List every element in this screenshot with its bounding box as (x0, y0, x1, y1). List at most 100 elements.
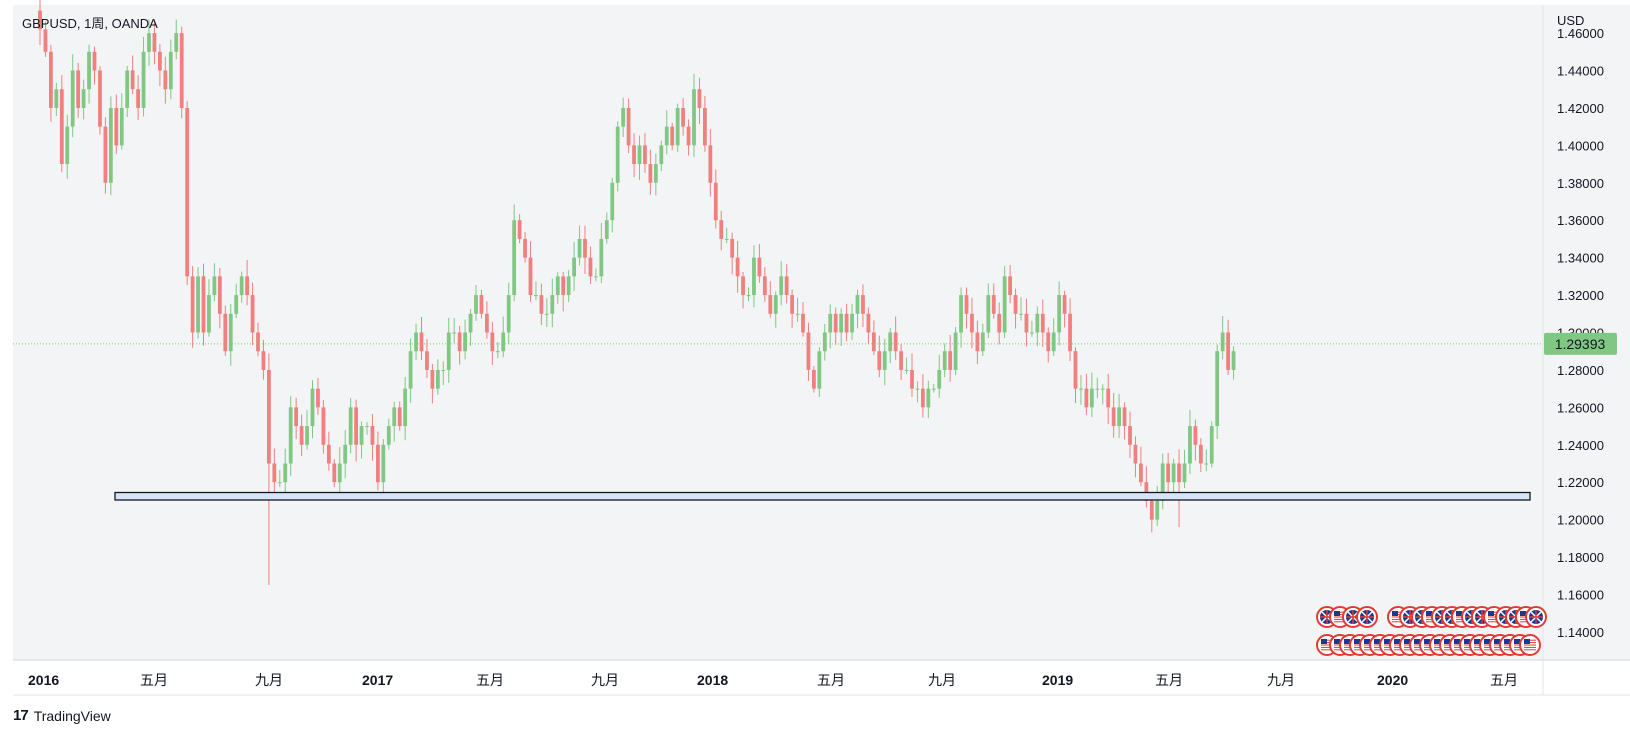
candle-body (337, 463, 342, 483)
candle-body (381, 444, 386, 483)
candle-body (937, 369, 942, 389)
candle-body (136, 89, 140, 108)
us-flag-icon[interactable] (1519, 634, 1541, 656)
candle-body (741, 276, 745, 296)
candle-body (1209, 426, 1214, 464)
candle-body (643, 145, 647, 165)
candles-group (38, 0, 1236, 586)
candle-body (795, 313, 800, 315)
candle-body (653, 164, 658, 183)
candle-body (697, 89, 702, 108)
event-markers[interactable] (1316, 606, 1547, 656)
candle-body (163, 70, 168, 90)
price-tick-label: 1.32000 (1557, 288, 1604, 303)
price-tick-label: 1.26000 (1557, 400, 1604, 415)
candle-body (801, 313, 805, 333)
candle-body (713, 182, 718, 221)
candle-body (991, 295, 996, 314)
uk-flag-icon[interactable] (1356, 606, 1378, 628)
candle-body (1166, 463, 1171, 483)
candle-body (365, 426, 369, 428)
candle-body (234, 295, 239, 314)
candle-body (1149, 500, 1154, 520)
price-tick-label: 1.16000 (1557, 588, 1604, 603)
candle-body (305, 426, 309, 445)
candle-body (256, 332, 260, 352)
last-price-badge-background (1544, 332, 1617, 355)
candle-body (942, 351, 947, 370)
candle-body (152, 33, 157, 52)
candle-body (959, 295, 963, 333)
price-axis-background (1543, 5, 1630, 660)
candle-body (495, 351, 500, 353)
candle-body (81, 89, 86, 108)
price-tick-label: 1.38000 (1557, 176, 1604, 191)
candle-body (790, 295, 794, 314)
candle-body (1030, 332, 1034, 334)
candle-body (833, 313, 838, 333)
candle-body (1019, 313, 1023, 315)
candle-body (474, 295, 478, 314)
candle-body (735, 257, 740, 277)
candle-body (1193, 426, 1198, 445)
candle-body (130, 70, 135, 90)
candle-body (572, 257, 576, 277)
candle-body (158, 51, 162, 71)
time-axis[interactable]: 2016 五月 九月 2017 五月 九月 2018 五月 九月 2019 五月… (28, 672, 1518, 688)
tradingview-brand-text: TradingView (33, 707, 111, 724)
candle-body (724, 238, 729, 240)
tradingview-logo[interactable]: 17 TradingView (13, 707, 111, 724)
candle-body (435, 369, 440, 389)
candle-body (604, 220, 609, 239)
candle-body (1013, 295, 1018, 314)
plot-background (13, 5, 1543, 660)
candle-body (550, 295, 555, 314)
candle-body (986, 295, 991, 333)
candle-body (179, 33, 184, 108)
candle-body (125, 70, 130, 108)
candle-body (87, 51, 91, 90)
candle-body (1040, 313, 1045, 333)
candle-body (299, 426, 304, 445)
time-label-2019: 2019 (1042, 672, 1073, 688)
candle-body (806, 332, 811, 370)
candle-body (1220, 332, 1225, 352)
candle-body (534, 295, 538, 297)
candle-body (632, 145, 636, 165)
candle-body (463, 332, 467, 352)
uk-flag-icon[interactable] (1525, 606, 1547, 628)
candle-body (430, 369, 435, 389)
candle-body (915, 388, 920, 390)
uk-flag-icon[interactable] (1342, 606, 1364, 628)
time-label-sep-2017: 九月 (591, 672, 619, 688)
candle-body (1139, 463, 1143, 483)
candle-body (686, 126, 691, 146)
candle-body (1106, 388, 1111, 408)
candle-body (561, 276, 566, 296)
candle-body (1188, 426, 1192, 464)
candle-body (54, 89, 59, 108)
candle-body (822, 332, 827, 352)
candle-body (185, 107, 190, 277)
candle-body (446, 332, 451, 370)
support-zone-rectangle[interactable] (114, 491, 1531, 501)
candle-body (376, 444, 380, 483)
candle-body (1144, 482, 1149, 501)
candle-body (784, 276, 789, 296)
price-scale[interactable]: 1.46000 1.44000 1.42000 1.40000 1.38000 1.360… (1557, 26, 1604, 640)
time-label-may-2020: 五月 (1490, 672, 1518, 688)
candle-body (98, 70, 102, 127)
candle-body (239, 276, 244, 296)
candle-body (457, 332, 462, 352)
candle-body (1046, 332, 1051, 352)
candle-body (348, 407, 353, 445)
candle-body (621, 107, 626, 127)
candle-body (119, 107, 124, 146)
candle-body (746, 295, 751, 297)
candle-body (762, 276, 767, 296)
candle-body (703, 107, 707, 146)
candle-body (501, 332, 506, 352)
candle-body (168, 51, 173, 90)
candle-body (141, 51, 146, 108)
